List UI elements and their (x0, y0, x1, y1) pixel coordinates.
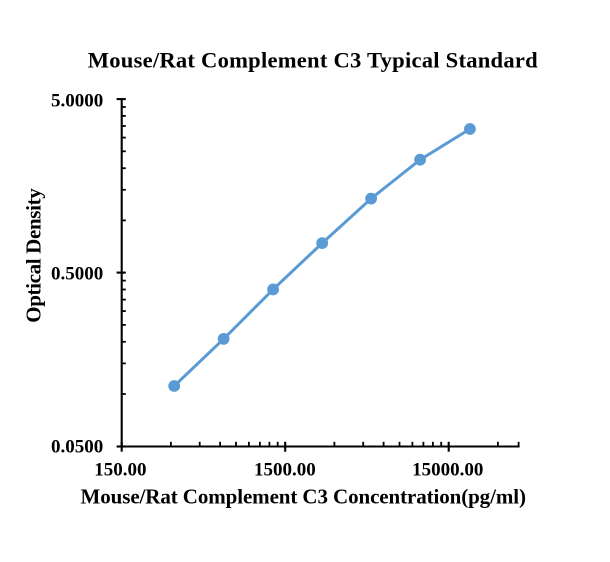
svg-text:15000.00: 15000.00 (412, 460, 483, 481)
svg-text:Optical Density: Optical Density (22, 188, 46, 323)
svg-text:0.5000: 0.5000 (51, 264, 103, 285)
svg-text:5.0000: 5.0000 (51, 91, 103, 112)
svg-text:0.0500: 0.0500 (51, 437, 103, 458)
svg-text:Mouse/Rat Complement C3 Typica: Mouse/Rat Complement C3 Typical Standard (88, 48, 538, 73)
svg-text:150.00: 150.00 (94, 460, 146, 481)
svg-text:Mouse/Rat Complement C3 Concen: Mouse/Rat Complement C3 Concentration(pg… (81, 485, 526, 509)
svg-text:1500.00: 1500.00 (254, 460, 316, 481)
